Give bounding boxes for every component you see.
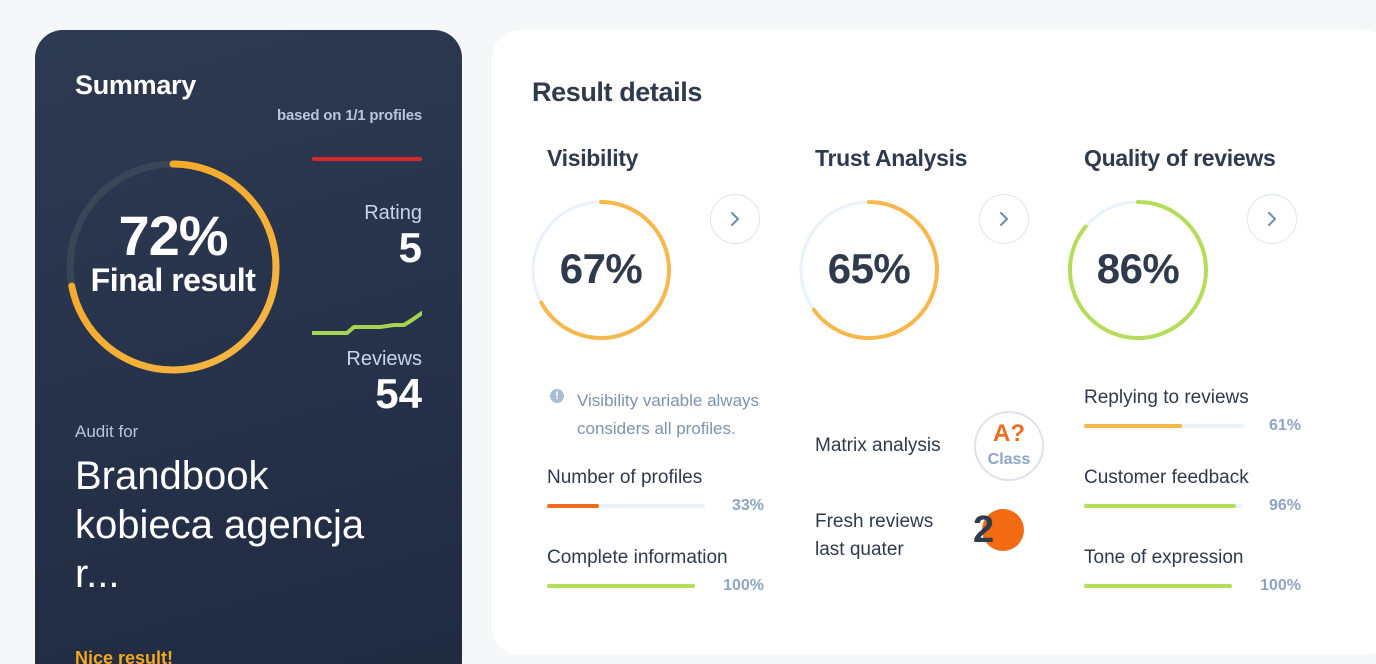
result-status: Nice result! (75, 648, 174, 664)
class-label: Class (987, 451, 1031, 468)
audit-name: Brandbook kobieca agencja r... (75, 454, 365, 596)
visibility-title: Visibility (547, 145, 639, 171)
quality-ring (1068, 200, 1208, 340)
rating-value: 5 (398, 224, 422, 271)
metric-fill-tone (1084, 584, 1232, 588)
rating-bar (312, 157, 422, 161)
reviews-label: Reviews (346, 348, 422, 370)
visibility-info-text: Visibility variable always considers all… (577, 391, 760, 438)
metric-bar-tone (1084, 584, 1232, 588)
metric-fill-feedback (1084, 504, 1236, 508)
trust-expand-button[interactable] (979, 194, 1029, 244)
visibility-expand-button[interactable] (710, 194, 760, 244)
metric-label-complete-info: Complete information (547, 547, 728, 568)
quality-title: Quality of reviews (1084, 145, 1276, 171)
metric-pct-tone: 100% (1260, 577, 1301, 594)
fresh-reviews-value: 2 (973, 509, 995, 551)
metric-pct-profiles: 33% (731, 497, 764, 514)
quality-percent: 86% (1096, 245, 1180, 292)
class-badge: A? Class (974, 411, 1044, 481)
final-result-percent: 72% (118, 204, 228, 267)
details-title: Result details (532, 77, 702, 107)
metric-label-replying: Replying to reviews (1084, 387, 1249, 408)
metric-label-tone: Tone of expression (1084, 547, 1244, 568)
fresh-reviews-dot (982, 509, 1024, 551)
matrix-analysis-label: Matrix analysis (815, 435, 941, 456)
reviews-sparkline (312, 311, 422, 335)
final-result-label: Final result (90, 262, 256, 298)
summary-title: Summary (75, 70, 196, 100)
trust-ring (799, 200, 939, 340)
chevron-right-icon (731, 212, 739, 226)
audit-for-label: Audit for (75, 422, 139, 441)
visibility-percent: 67% (559, 245, 643, 292)
visibility-ring (531, 200, 671, 340)
summary-card: Summary based on 1/1 profiles 72% Final … (35, 30, 462, 664)
trust-arc (799, 200, 939, 340)
metric-label-feedback: Customer feedback (1084, 467, 1249, 488)
class-value: A? (993, 420, 1025, 447)
final-result-arc (66, 160, 280, 374)
trust-title: Trust Analysis (815, 145, 968, 171)
trust-percent: 65% (827, 245, 911, 292)
metric-bar-complete-info (547, 584, 695, 588)
metric-pct-complete-info: 100% (723, 577, 764, 594)
visibility-arc (531, 200, 671, 340)
chevron-right-icon (1000, 212, 1008, 226)
quality-expand-button[interactable] (1247, 194, 1297, 244)
rating-label: Rating (364, 202, 422, 224)
metric-fill-complete-info (547, 584, 695, 588)
reviews-value: 54 (375, 370, 422, 417)
info-icon: ! (550, 389, 564, 403)
chevron-right-icon (1268, 212, 1276, 226)
metric-bar-feedback (1084, 504, 1242, 508)
metric-bar-profiles (547, 504, 705, 508)
result-details-card: Result details Visibility 67% ! Visibili… (492, 30, 1376, 655)
metric-label-profiles: Number of profiles (547, 467, 703, 488)
metric-bar-replying (1084, 424, 1244, 428)
metric-pct-feedback: 96% (1268, 497, 1301, 514)
metric-fill-replying (1084, 424, 1182, 428)
final-result-ring (66, 160, 280, 374)
metric-pct-replying: 61% (1268, 417, 1301, 434)
quality-arc (1068, 200, 1208, 340)
fresh-reviews-label: Fresh reviews last quater (815, 511, 934, 560)
metric-fill-profiles (547, 504, 600, 508)
based-on-label: based on 1/1 profiles (276, 107, 422, 124)
